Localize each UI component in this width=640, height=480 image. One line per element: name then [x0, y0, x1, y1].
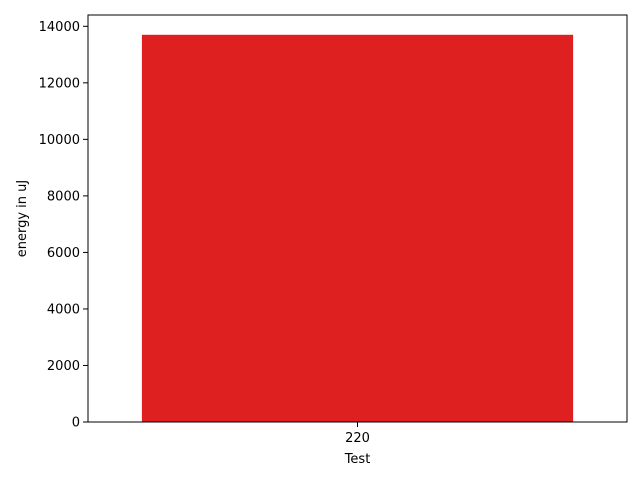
y-tick-label: 10000 — [39, 133, 80, 148]
y-tick-label: 6000 — [47, 246, 80, 261]
x-axis-label: Test — [344, 452, 371, 467]
x-tick-label: 220 — [345, 431, 370, 446]
y-tick-label: 14000 — [39, 20, 80, 35]
y-tick-label: 4000 — [47, 302, 80, 317]
y-tick-label: 0 — [72, 416, 80, 431]
y-tick-label: 8000 — [47, 189, 80, 204]
plot-frame — [87, 14, 628, 423]
y-tick-label: 2000 — [47, 359, 80, 374]
bar-220 — [141, 34, 574, 422]
y-axis-label: energy in uJ — [15, 180, 30, 258]
y-tick-label: 12000 — [39, 76, 80, 91]
